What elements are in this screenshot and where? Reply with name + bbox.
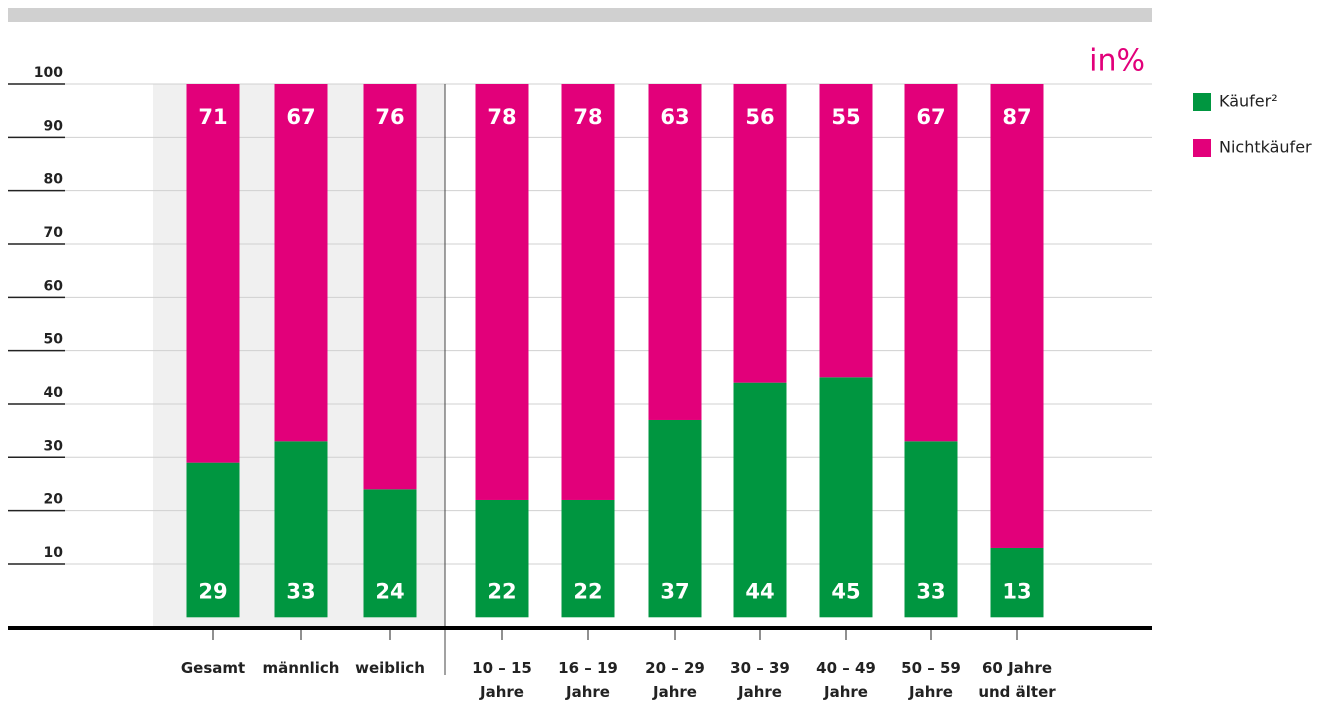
data-label: 55 <box>831 105 860 129</box>
bar-segment <box>186 84 240 463</box>
legend-label: Käufer² <box>1219 92 1278 111</box>
bar-segment <box>990 84 1044 548</box>
x-tick-label: 10 – 15 Jahre <box>472 659 532 701</box>
x-tick-label: 50 – 59 Jahre <box>901 659 961 701</box>
data-label: 67 <box>286 105 315 129</box>
bar-segment <box>363 84 417 490</box>
bar-segment <box>475 84 529 500</box>
data-label: 71 <box>198 105 227 129</box>
data-label: 44 <box>745 579 774 603</box>
x-tick-label: männlich <box>262 659 340 677</box>
x-tick-label: weiblich <box>355 659 425 677</box>
y-tick-label: 70 <box>44 225 64 241</box>
bar-segment <box>733 382 787 618</box>
x-tick-label: 16 – 19 Jahre <box>558 659 618 701</box>
bar-segment <box>904 84 958 442</box>
x-tick-label: 40 – 49 Jahre <box>816 659 876 701</box>
y-tick-label: 10 <box>44 545 64 561</box>
data-label: 45 <box>831 579 860 603</box>
data-label: 67 <box>916 105 945 129</box>
data-label: 37 <box>660 579 689 603</box>
y-tick-label: 80 <box>44 172 64 188</box>
bar-segment <box>186 462 240 618</box>
bar-segment <box>363 489 417 618</box>
x-tick-label: Gesamt <box>180 659 246 677</box>
x-tick-label: 30 – 39 Jahre <box>730 659 790 701</box>
data-label: 63 <box>660 105 689 129</box>
data-label: 29 <box>198 579 227 603</box>
bar-segment <box>819 377 873 618</box>
data-label: 78 <box>573 105 602 129</box>
bar-segment <box>819 84 873 378</box>
y-tick-label: 40 <box>44 385 64 401</box>
bar-segment <box>904 441 958 618</box>
bar-segment <box>561 84 615 500</box>
unit-label: in% <box>1089 44 1145 79</box>
data-label: 22 <box>487 579 516 603</box>
header-bar <box>8 8 1152 22</box>
y-tick-label: 90 <box>44 118 64 134</box>
bar-segment <box>733 84 787 383</box>
y-tick-label: 20 <box>44 492 64 508</box>
x-tick-label: 20 – 29 Jahre <box>645 659 705 701</box>
bar-segment <box>274 441 328 618</box>
y-tick-label: 60 <box>44 278 64 294</box>
data-label: 24 <box>375 579 404 603</box>
y-tick-label: 50 <box>44 332 64 348</box>
data-label: 78 <box>487 105 516 129</box>
legend-swatch <box>1193 93 1211 111</box>
bar-segment <box>648 84 702 420</box>
data-label: 33 <box>916 579 945 603</box>
bar-segment <box>648 419 702 618</box>
data-label: 33 <box>286 579 315 603</box>
bar-segment <box>561 499 615 618</box>
bar-segment <box>990 547 1044 618</box>
data-label: 87 <box>1002 105 1031 129</box>
legend-label: Nichtkäufer <box>1219 138 1312 157</box>
y-tick-label: 100 <box>34 65 63 81</box>
y-tick-label: 30 <box>44 438 64 454</box>
x-tick-label: 60 Jahre und älter <box>978 659 1056 701</box>
bar-segment <box>475 499 529 618</box>
bar-segment <box>274 84 328 442</box>
data-label: 56 <box>745 105 774 129</box>
data-label: 22 <box>573 579 602 603</box>
data-label: 13 <box>1002 579 1031 603</box>
legend-swatch <box>1193 139 1211 157</box>
data-label: 76 <box>375 105 404 129</box>
